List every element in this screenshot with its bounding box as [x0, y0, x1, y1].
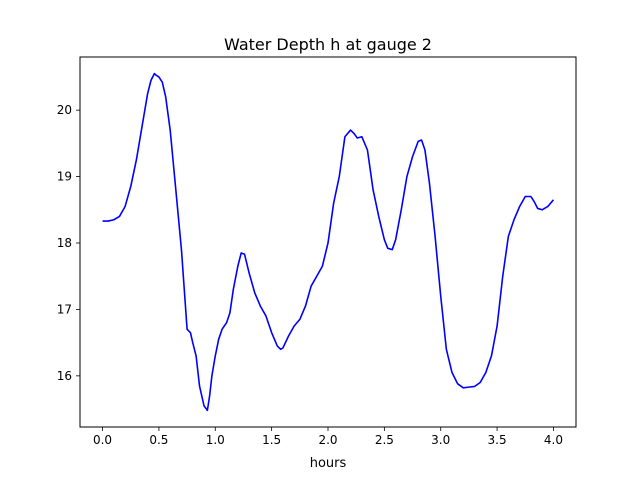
- chart-title: Water Depth h at gauge 2: [224, 35, 432, 54]
- x-tick-label: 1.5: [262, 433, 281, 447]
- y-tick-label: 19: [57, 170, 72, 184]
- series-line-1: [102, 72, 555, 412]
- x-tick-label: 0.5: [149, 433, 168, 447]
- y-tick-label: 17: [57, 302, 72, 316]
- x-tick-label: 3.5: [488, 433, 507, 447]
- x-tick-label: 3.0: [431, 433, 450, 447]
- x-axis-label: hours: [310, 456, 347, 471]
- x-tick-label: 1.0: [206, 433, 225, 447]
- plot-content: [102, 72, 555, 412]
- x-tick-label: 2.0: [318, 433, 337, 447]
- x-tick-label: 4.0: [544, 433, 563, 447]
- y-tick-label: 16: [57, 369, 72, 383]
- tick-group: 0.0 0.5 1.0 1.5 2.0 2.5 3.0 3.5 4.0 16 17 18 19 20: [57, 103, 563, 447]
- plot-area-frame: [79, 56, 577, 428]
- y-tick-label: 18: [57, 236, 72, 250]
- x-tick-label: 2.5: [375, 433, 394, 447]
- y-tick-label: 20: [57, 103, 72, 117]
- x-tick-label: 0.0: [93, 433, 112, 447]
